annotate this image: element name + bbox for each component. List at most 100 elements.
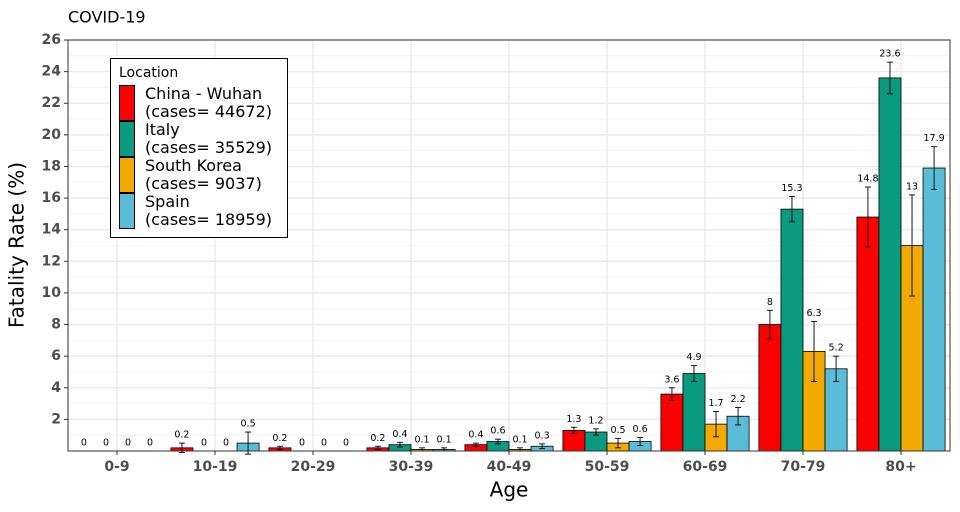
value-label: 15.3: [781, 183, 802, 194]
value-label: 2.2: [731, 394, 746, 405]
legend-swatch: [119, 85, 135, 121]
error-bar: [788, 196, 795, 223]
error-bar: [931, 146, 938, 190]
error-bar: [570, 426, 577, 435]
value-label: 17.9: [923, 133, 944, 144]
legend-label: South Korea (cases= 9037): [145, 156, 262, 193]
value-label: 0: [81, 438, 87, 449]
value-label: 0.6: [490, 426, 505, 437]
legend-swatch: [119, 157, 135, 193]
bar: [856, 216, 880, 452]
bar: [878, 77, 902, 452]
bar: [780, 208, 804, 452]
y-tick-label: 6: [51, 348, 61, 364]
error-bar: [864, 186, 871, 248]
y-tick-label: 4: [51, 380, 61, 396]
error-bar: [494, 438, 501, 445]
error-bar: [766, 309, 773, 340]
value-label: 1.3: [566, 414, 581, 425]
error-bar: [245, 431, 252, 455]
error-bar: [615, 437, 622, 449]
error-bar: [909, 194, 916, 297]
y-tick-label: 20: [42, 127, 62, 143]
error-bar: [833, 355, 840, 382]
error-bar: [396, 441, 403, 448]
value-label: 1.7: [708, 398, 723, 409]
legend-swatch: [119, 193, 135, 229]
y-tick-label: 24: [42, 64, 62, 80]
value-label: 0: [223, 438, 229, 449]
value-label: 4.9: [686, 352, 701, 363]
x-tick-label: 40-49: [487, 459, 532, 475]
value-label: 0.6: [633, 424, 648, 435]
y-tick-label: 16: [42, 190, 61, 206]
y-tick-label: 10: [42, 285, 62, 301]
value-label: 0.3: [535, 430, 550, 441]
legend-item: South Korea (cases= 9037): [119, 157, 279, 193]
value-label: 0: [343, 438, 349, 449]
value-label: 0.2: [272, 433, 287, 444]
value-label: 0.2: [370, 433, 385, 444]
value-label: 0: [147, 438, 153, 449]
x-tick-label: 0-9: [104, 459, 129, 475]
error-bar: [713, 411, 720, 438]
value-label: 1.2: [588, 415, 603, 426]
bar: [758, 324, 782, 452]
legend-label: China - Wuhan (cases= 44672): [145, 84, 272, 121]
x-tick-label: 70-79: [781, 459, 826, 475]
value-label: 0.2: [174, 430, 189, 441]
y-tick-label: 26: [42, 32, 61, 48]
value-label: 0: [125, 438, 131, 449]
error-bar: [374, 445, 381, 450]
legend-item: Spain (cases= 18959): [119, 193, 279, 229]
legend-label: Italy (cases= 35529): [145, 120, 272, 157]
y-tick-label: 22: [42, 95, 61, 111]
legend-title: Location: [119, 65, 179, 81]
y-tick-label: 8: [51, 317, 61, 333]
legend-item: Italy (cases= 35529): [119, 121, 279, 157]
value-label: 0.5: [610, 425, 625, 436]
legend-swatch: [119, 121, 135, 157]
chart-title: COVID-19: [68, 8, 146, 27]
value-label: 0: [299, 438, 305, 449]
value-label: 0.5: [241, 419, 256, 430]
error-bar: [472, 442, 479, 447]
bar: [922, 167, 946, 452]
x-tick-label: 50-59: [585, 459, 630, 475]
error-bar: [668, 387, 675, 401]
y-tick-label: 12: [42, 253, 61, 269]
value-label: 23.6: [879, 49, 900, 60]
legend-item: China - Wuhan (cases= 44672): [119, 85, 279, 121]
legend-label: Spain (cases= 18959): [145, 192, 272, 229]
y-axis-label: Fatality Rate (%): [5, 162, 29, 328]
value-label: 6.3: [806, 308, 821, 319]
x-tick-label: 10-19: [193, 459, 238, 475]
error-bar: [276, 445, 283, 450]
error-bar: [690, 365, 697, 382]
y-tick-label: 18: [42, 158, 61, 174]
value-label: 14.8: [857, 174, 878, 185]
bar: [682, 373, 706, 452]
y-tick-label: 2: [51, 411, 61, 427]
error-bar: [886, 61, 893, 95]
value-label: 0.1: [437, 434, 452, 445]
error-bar: [592, 428, 599, 436]
error-bar: [735, 407, 742, 426]
value-label: 0.4: [392, 429, 407, 440]
bar: [660, 393, 684, 452]
x-tick-label: 30-39: [389, 459, 434, 475]
error-bar: [637, 437, 644, 446]
x-axis-label: Age: [490, 478, 529, 502]
value-label: 0: [201, 438, 207, 449]
y-tick-label: 14: [42, 222, 62, 238]
error-bar: [811, 320, 818, 382]
value-label: 5.2: [829, 343, 844, 354]
value-label: 13: [906, 181, 918, 192]
value-label: 3.6: [664, 374, 679, 385]
value-label: 0: [103, 438, 109, 449]
value-label: 0: [321, 438, 327, 449]
legend: Location China - Wuhan (cases= 44672) Ita…: [110, 58, 288, 238]
value-label: 0.1: [512, 434, 527, 445]
